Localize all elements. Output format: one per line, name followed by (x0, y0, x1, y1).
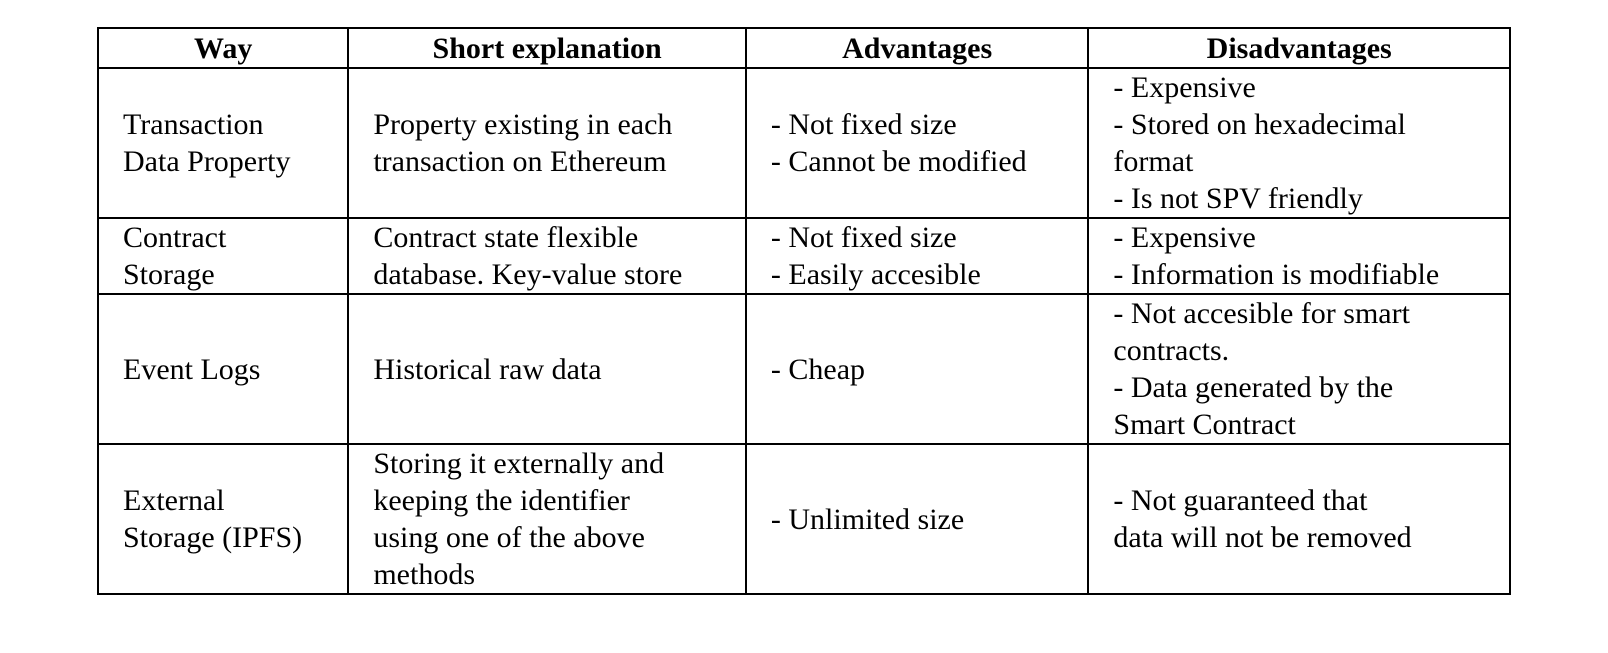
cell-short-explanation: Property existing in each transaction on… (347, 67, 747, 219)
cell-way: External Storage (IPFS) (96, 443, 350, 595)
cell-line: Storage (123, 258, 215, 291)
cell-line: - Not guaranteed that (1113, 484, 1368, 517)
cell-line: Contract (123, 221, 227, 254)
cell-line: - Data generated by the (1113, 371, 1394, 404)
cell-line: - Not fixed size (770, 108, 957, 141)
cell-short-explanation: Storing it externally and keeping the id… (347, 443, 747, 595)
cell-line: contracts. (1113, 334, 1230, 367)
table-row: External Storage (IPFS) Storing it exter… (96, 443, 1511, 595)
cell-line: - Unlimited size (770, 502, 965, 536)
table-row: Event Logs Historical raw data - Cheap -… (96, 293, 1511, 445)
cell-line: - Information is modifiable (1113, 258, 1440, 291)
cell-line: Property existing in each (373, 108, 673, 141)
cell-line: - Easily accesible (770, 258, 981, 291)
cell-line: - Not fixed size (770, 221, 957, 254)
cell-line: transaction on Ethereum (373, 145, 667, 178)
cell-advantages: - Cheap (744, 293, 1090, 445)
cell-line: format (1113, 145, 1194, 178)
cell-disadvantages: - Not guaranteed that data will not be r… (1087, 443, 1511, 595)
cell-way: Contract Storage (96, 217, 350, 295)
cell-line: Historical raw data (373, 352, 602, 386)
cell-advantages: - Unlimited size (744, 443, 1090, 595)
cell-line: - Not accesible for smart (1113, 297, 1410, 330)
cell-line: database. Key-value store (373, 258, 683, 291)
cell-line: - Expensive (1113, 221, 1256, 254)
cell-line: - Is not SPV friendly (1113, 182, 1363, 215)
cell-line: keeping the identifier (373, 484, 630, 517)
header-advantages: Advantages (744, 27, 1090, 69)
header-short-explanation: Short explanation (347, 27, 747, 69)
cell-line: Smart Contract (1113, 408, 1296, 441)
cell-disadvantages: - Expensive - Stored on hexadecimal form… (1087, 67, 1511, 219)
table-row: Transaction Data Property Property exist… (96, 67, 1511, 219)
cell-line: - Cannot be modified (770, 145, 1027, 178)
cell-line: data will not be removed (1113, 521, 1412, 554)
cell-line: Contract state flexible (373, 221, 639, 254)
cell-line: - Expensive (1113, 71, 1256, 104)
cell-line: Storage (IPFS) (123, 521, 303, 554)
cell-advantages: - Not fixed size - Cannot be modified (744, 67, 1090, 219)
header-row: Way Short explanation Advantages Disadva… (96, 27, 1511, 69)
cell-line: Storing it externally and (373, 447, 665, 480)
cell-line: Transaction (123, 108, 264, 141)
cell-advantages: - Not fixed size - Easily accesible (744, 217, 1090, 295)
cell-line: methods (373, 558, 476, 591)
cell-line: Event Logs (123, 352, 261, 386)
cell-disadvantages: - Expensive - Information is modifiable (1087, 217, 1511, 295)
table-row: Contract Storage Contract state flexible… (96, 217, 1511, 295)
cell-line: External (123, 484, 225, 517)
cell-short-explanation: Contract state flexible database. Key-va… (347, 217, 747, 295)
cell-line: Data Property (123, 145, 291, 178)
cell-short-explanation: Historical raw data (347, 293, 747, 445)
cell-line: - Cheap (770, 352, 866, 386)
cell-way: Transaction Data Property (96, 67, 350, 219)
cell-line: - Stored on hexadecimal (1113, 108, 1406, 141)
header-disadvantages: Disadvantages (1087, 27, 1511, 69)
cell-line: using one of the above (373, 521, 645, 554)
comparison-table: Way Short explanation Advantages Disadva… (96, 27, 1511, 595)
cell-disadvantages: - Not accesible for smart contracts. - D… (1087, 293, 1511, 445)
header-way: Way (96, 27, 350, 69)
cell-way: Event Logs (96, 293, 350, 445)
